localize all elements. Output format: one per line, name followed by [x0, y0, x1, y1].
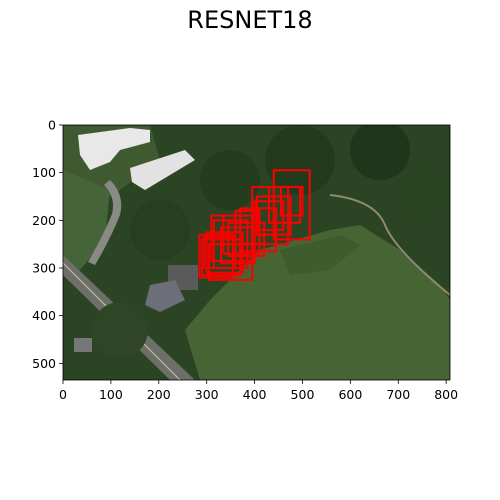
x-tick-label: 800: [434, 387, 458, 402]
x-tick-label: 0: [59, 387, 67, 402]
y-tick-label: 400: [32, 308, 56, 323]
x-tick-label: 200: [147, 387, 171, 402]
x-axis: 0 100 200 300 400 500 600 700 800: [59, 380, 458, 402]
detection-box: [220, 226, 256, 265]
x-tick-label: 600: [338, 387, 362, 402]
y-tick-label: 200: [32, 213, 56, 228]
axes-frame: [62, 124, 451, 381]
figure-title: RESNET18: [187, 6, 313, 34]
detection-boxes: [198, 169, 311, 281]
detection-box: [210, 214, 254, 262]
x-tick-label: 500: [291, 387, 315, 402]
aerial-photo: [63, 125, 450, 380]
y-tick-label: 500: [32, 356, 56, 371]
x-tick-label: 700: [386, 387, 410, 402]
detection-box: [203, 236, 237, 269]
y-tick-label: 300: [32, 260, 56, 275]
y-tick-label: 100: [32, 165, 56, 180]
detection-box: [272, 169, 311, 241]
detection-box: [205, 231, 244, 274]
y-axis: 0 100 200 300 400 500: [32, 118, 63, 371]
detection-box: [208, 243, 254, 281]
x-tick-label: 400: [243, 387, 267, 402]
x-tick-label: 100: [99, 387, 123, 402]
x-tick-label: 300: [195, 387, 219, 402]
y-tick-label: 0: [48, 118, 56, 133]
detection-box: [227, 221, 266, 258]
detection-box: [239, 207, 278, 253]
